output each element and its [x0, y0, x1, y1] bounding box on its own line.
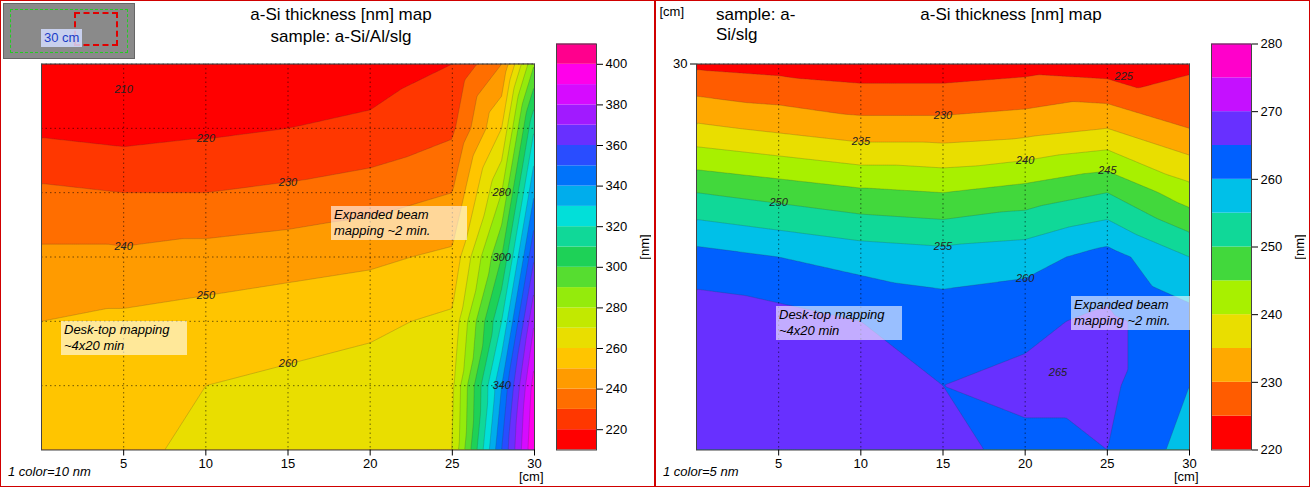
svg-text:250: 250 — [196, 289, 216, 301]
html-text:1 color=10 nm: 1 color=10 nm — [8, 464, 91, 479]
svg-text:30: 30 — [673, 56, 687, 71]
svg-text:20: 20 — [1018, 456, 1032, 471]
html-text:a-Si thickness [nm] map: a-Si thickness [nm] map — [920, 5, 1102, 24]
svg-text:25: 25 — [445, 456, 459, 471]
svg-text:320: 320 — [606, 219, 628, 234]
svg-text:[nm]: [nm] — [1292, 234, 1307, 259]
svg-text:280: 280 — [491, 186, 511, 198]
svg-text:300: 300 — [492, 251, 511, 263]
svg-text:30: 30 — [527, 456, 542, 472]
svg-text:[cm]: [cm] — [1174, 469, 1199, 484]
svg-text:300: 300 — [606, 259, 628, 274]
html-text:sample: a-Si/slg: sample: a-Si/slg — [716, 5, 796, 44]
svg-text:15: 15 — [936, 456, 950, 471]
svg-text:340: 340 — [492, 379, 511, 391]
svg-text:5: 5 — [120, 456, 127, 471]
svg-text:25: 25 — [1100, 456, 1114, 471]
svg-text:380: 380 — [606, 97, 628, 112]
svg-text:5: 5 — [775, 456, 782, 471]
svg-text:10: 10 — [854, 456, 868, 471]
svg-text:250: 250 — [768, 196, 788, 208]
svg-text:260: 260 — [278, 357, 298, 369]
svg-text:255: 255 — [933, 240, 953, 252]
svg-text:280: 280 — [606, 300, 628, 315]
svg-text:230: 230 — [1261, 374, 1283, 389]
html-text:1 color=5 nm: 1 color=5 nm — [663, 464, 739, 479]
html-text:a-Si thickness [nm] map: a-Si thickness [nm] map — [250, 5, 432, 24]
svg-text:280: 280 — [1261, 36, 1283, 51]
svg-text:210: 210 — [113, 83, 133, 95]
svg-text:250: 250 — [1261, 239, 1283, 254]
html-text:Desk-top mapping ~4x20 min: Desk-top mapping ~4x20 min — [779, 307, 885, 338]
svg-text:[cm]: [cm] — [660, 4, 685, 19]
svg-text:10: 10 — [199, 456, 213, 471]
svg-text:220: 220 — [196, 132, 216, 144]
svg-text:240: 240 — [113, 240, 133, 252]
svg-text:20: 20 — [363, 456, 377, 471]
html-text:Expanded beam mapping ~2 min.: Expanded beam mapping ~2 min. — [334, 207, 431, 238]
html-text:sample: a-Si/Al/slg: sample: a-Si/Al/slg — [270, 27, 412, 46]
svg-text:245: 245 — [1097, 164, 1117, 176]
svg-text:340: 340 — [606, 178, 628, 193]
svg-text:220: 220 — [606, 422, 628, 437]
svg-text:260: 260 — [1261, 171, 1283, 186]
svg-text:240: 240 — [606, 381, 628, 396]
svg-text:400: 400 — [606, 56, 628, 71]
svg-text:360: 360 — [606, 138, 628, 153]
svg-text:265: 265 — [1048, 366, 1068, 378]
svg-text:240: 240 — [1261, 307, 1283, 322]
svg-text:270: 270 — [1261, 104, 1283, 119]
svg-text:[nm]: [nm] — [637, 234, 652, 259]
html-text:30 cm: 30 cm — [44, 30, 80, 45]
svg-text:260: 260 — [1015, 272, 1035, 284]
svg-text:230: 230 — [933, 109, 953, 121]
svg-text:[cm]: [cm] — [519, 469, 544, 484]
svg-text:235: 235 — [851, 135, 871, 147]
svg-text:230: 230 — [278, 176, 298, 188]
html-text:Desk-top mapping ~4x20 min: Desk-top mapping ~4x20 min — [64, 322, 170, 353]
svg-text:15: 15 — [281, 456, 295, 471]
svg-text:220: 220 — [1261, 442, 1283, 457]
svg-text:260: 260 — [606, 341, 628, 356]
svg-text:30: 30 — [1182, 456, 1197, 472]
html-text:Expanded beam mapping ~2 min.: Expanded beam mapping ~2 min. — [1074, 297, 1171, 328]
svg-text:240: 240 — [1015, 154, 1035, 166]
svg-text:225: 225 — [1114, 70, 1134, 82]
